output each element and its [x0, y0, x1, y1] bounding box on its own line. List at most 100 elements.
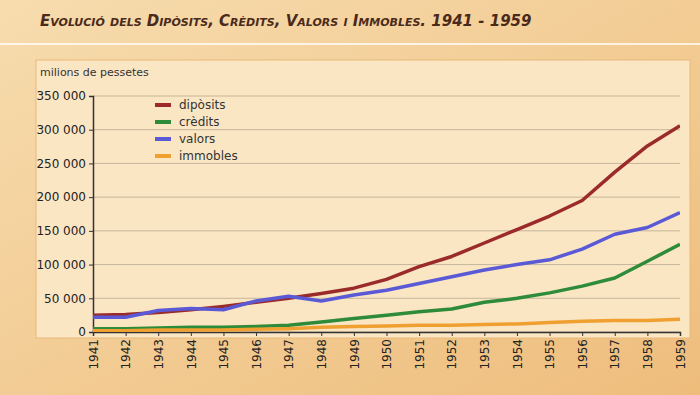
x-tick-label: 1954: [511, 339, 525, 370]
x-tick: 1955: [543, 332, 557, 370]
x-tick-mark: [647, 332, 648, 336]
x-tick-label: 1958: [641, 339, 655, 370]
title: Evolució dels Dipòsits, Crèdits, Valors …: [40, 12, 531, 30]
x-tick-mark: [550, 332, 551, 336]
x-axis-line: [94, 333, 681, 337]
x-tick: 1950: [380, 332, 394, 370]
x-tick-label: 1955: [543, 339, 557, 370]
x-tick-mark: [256, 332, 257, 336]
x-tick-label: 1945: [217, 339, 231, 370]
y-tick: 50 000: [44, 292, 93, 306]
x-tick: 1947: [282, 332, 296, 370]
y-tick-label: 150 000: [36, 224, 86, 238]
x-tick-mark: [93, 332, 94, 336]
legend-swatch: [155, 120, 171, 124]
y-tick-mark: [89, 130, 93, 131]
x-tick-mark: [452, 332, 453, 336]
y-tick-mark: [89, 163, 93, 164]
y-tick-label: 50 000: [44, 292, 86, 306]
grid-line: [93, 96, 680, 97]
x-tick: 1946: [250, 332, 264, 370]
y-tick-label: 100 000: [36, 258, 86, 272]
series-line: [93, 319, 680, 330]
x-tick: 1954: [511, 332, 525, 370]
legend-swatch: [155, 137, 171, 141]
x-tick-label: 1943: [152, 339, 166, 370]
background: [0, 0, 700, 395]
y-tick-mark: [89, 265, 93, 266]
x-tick-label: 1942: [119, 339, 133, 370]
legend-label: dipòsits: [179, 98, 225, 112]
series-line: [93, 126, 680, 315]
x-tick-label: 1953: [478, 339, 492, 370]
grid-line: [93, 197, 680, 198]
plot-panel: [36, 60, 690, 338]
x-tick-mark: [321, 332, 322, 336]
series-line: [93, 213, 680, 318]
y-tick: 100 000: [36, 258, 93, 272]
x-tick: 1951: [413, 332, 427, 370]
y-tick: 250 000: [36, 157, 93, 171]
title-rule: [0, 43, 700, 45]
series-line: [93, 244, 680, 328]
x-tick-label: 1949: [348, 339, 362, 370]
x-tick: 1953: [478, 332, 492, 370]
x-tick-mark: [126, 332, 127, 336]
chart: Evolució dels Dipòsits, Crèdits, Valors …: [0, 0, 700, 395]
x-tick-mark: [387, 332, 388, 336]
y-tick: 300 000: [36, 123, 93, 137]
x-tick-label: 1951: [413, 339, 427, 370]
x-tick: 1952: [445, 332, 459, 370]
legend-label: crèdits: [179, 115, 220, 129]
x-tick-label: 1948: [315, 339, 329, 370]
x-tick-mark: [289, 332, 290, 336]
grid-line: [93, 230, 680, 231]
x-tick-mark: [223, 332, 224, 336]
x-tick-mark: [484, 332, 485, 336]
legend-label: valors: [179, 132, 215, 146]
y-tick: 150 000: [36, 224, 93, 238]
grid-line: [93, 129, 680, 130]
x-tick: 1943: [152, 332, 166, 370]
x-tick: 1945: [217, 332, 231, 370]
grid: [93, 96, 680, 332]
y-axis-line: [89, 97, 94, 333]
legend-swatch: [155, 103, 171, 107]
legend-swatch: [155, 154, 171, 158]
x-axis: 1941 1942 1943 1944 1945 1946 1947 1948 1949 1950…: [87, 332, 688, 370]
x-tick-label: 1952: [445, 339, 459, 370]
x-tick-mark: [419, 332, 420, 336]
legend-label: immobles: [179, 149, 238, 163]
x-tick-label: 1944: [185, 339, 199, 370]
y-axis: 0 50 000 100 000 150 000 200 000 250 000 300 0…: [36, 89, 93, 339]
x-tick-mark: [191, 332, 192, 336]
x-tick-mark: [158, 332, 159, 336]
legend: dipòsits crèdits valors immobles: [155, 98, 238, 163]
x-tick-label: 1957: [608, 339, 622, 370]
x-tick: 1949: [348, 332, 362, 370]
x-tick: 1944: [185, 332, 199, 370]
x-tick-mark: [680, 332, 681, 336]
y-tick-label: 200 000: [36, 190, 86, 204]
x-tick: 1948: [315, 332, 329, 370]
x-tick-mark: [517, 332, 518, 336]
x-tick-label: 1941: [87, 339, 101, 370]
x-tick-mark: [582, 332, 583, 336]
y-tick-label: 250 000: [36, 157, 86, 171]
grid-line: [93, 298, 680, 299]
y-tick-mark: [89, 197, 93, 198]
x-tick: 1957: [608, 332, 622, 370]
y-tick-mark: [89, 298, 93, 299]
x-tick-label: 1956: [576, 339, 590, 370]
x-tick: 1958: [641, 332, 655, 370]
y-tick-label: 0: [78, 325, 86, 339]
x-tick: 1941: [87, 332, 101, 370]
x-tick: 1956: [576, 332, 590, 370]
x-tick: 1942: [119, 332, 133, 370]
y-tick: 0: [78, 325, 93, 339]
y-tick: 350 000: [36, 89, 93, 103]
y-tick-mark: [89, 96, 93, 97]
series-group: [93, 126, 680, 331]
y-tick-mark: [89, 231, 93, 232]
y-tick-label: 350 000: [36, 89, 86, 103]
